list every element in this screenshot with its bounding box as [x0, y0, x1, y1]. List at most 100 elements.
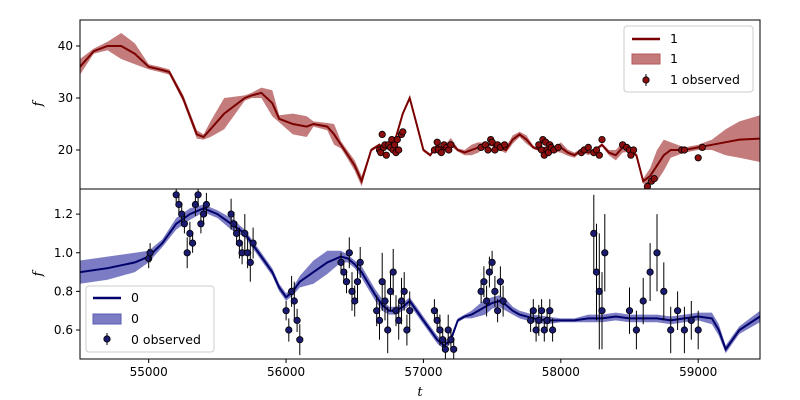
bottom-observed-point — [290, 297, 298, 305]
bottom-observed-point — [450, 345, 458, 353]
top-observed-point — [595, 151, 603, 159]
bot-y-tick-label: 0.8 — [54, 284, 73, 298]
top-legend-band-label: 1 — [670, 51, 678, 66]
bottom-observed-point — [598, 307, 606, 315]
top-observed-point — [447, 141, 455, 149]
top-observed-point — [598, 136, 606, 144]
top-observed-point — [554, 143, 562, 151]
bottom-observed-point — [202, 200, 210, 209]
bot-x-tick-label: 58000 — [542, 365, 580, 379]
bottom-observed-point — [496, 278, 504, 286]
bottom-legend-band-label: 0 — [131, 311, 139, 326]
top-y-axis: 20 30 40 — [58, 39, 80, 157]
bot-x-tick-label: 57000 — [404, 365, 442, 379]
top-observed-point — [694, 154, 702, 162]
bottom-observed-point — [546, 307, 554, 315]
bottom-observed-point — [395, 316, 403, 324]
bottom-observed-point — [673, 307, 682, 315]
bottom-legend-box — [85, 285, 215, 353]
bottom-observed-point — [646, 268, 654, 276]
bottom-observed-point — [356, 258, 364, 266]
bottom-legend-point-swatch — [103, 335, 111, 343]
top-legend-points-label: 1 observed — [670, 72, 740, 87]
bot-x-tick-label: 56000 — [267, 365, 305, 379]
bottom-observed-point — [499, 297, 507, 305]
bottom-x-axis-label: t — [417, 385, 423, 400]
bottom-observed-point — [241, 229, 249, 237]
bottom-observed-point — [146, 249, 154, 257]
bottom-observed-point — [353, 278, 362, 286]
bottom-observed-point — [403, 326, 411, 334]
bottom-observed-point — [537, 307, 546, 315]
bottom-observed-points — [145, 189, 702, 359]
bottom-legend-band-swatch — [92, 313, 122, 325]
bottom-observed-point — [389, 268, 397, 276]
top-y-axis-label: f — [31, 99, 46, 107]
bottom-observed-point — [632, 326, 641, 334]
top-legend: 1 1 1 observed — [623, 25, 754, 93]
bottom-observed-point — [183, 249, 191, 257]
bottom-observed-point — [400, 287, 408, 295]
top-y-tick-label: 20 — [58, 143, 73, 157]
top-y-tick-label: 30 — [58, 91, 73, 105]
bottom-observed-point — [175, 200, 183, 209]
bottom-observed-point — [296, 336, 304, 344]
bottom-observed-point — [337, 258, 345, 266]
bottom-observed-point — [548, 326, 557, 334]
bottom-observed-point — [660, 287, 668, 295]
bottom-observed-point — [680, 326, 689, 334]
bottom-observed-point — [480, 278, 488, 286]
bottom-observed-point — [625, 307, 634, 315]
top-legend-line-label: 1 — [670, 31, 678, 46]
bottom-observed-point — [488, 258, 496, 266]
top-observed-point — [500, 141, 509, 149]
bot-x-tick-label: 55000 — [130, 365, 168, 379]
bottom-observed-point — [285, 326, 293, 334]
bottom-observed-point — [477, 287, 485, 295]
bot-y-tick-label: 0.6 — [54, 323, 73, 337]
top-observed-point — [650, 175, 658, 183]
bottom-observed-point — [373, 307, 381, 315]
bottom-observed-point — [293, 316, 301, 324]
bottom-observed-point — [687, 316, 695, 324]
top-legend-box — [623, 25, 754, 93]
bottom-observed-point — [694, 326, 702, 334]
bottom-observed-point — [227, 210, 235, 218]
bottom-observed-point — [592, 268, 601, 276]
top-observed-point — [643, 182, 651, 189]
bottom-observed-point — [667, 326, 675, 334]
bottom-observed-point — [233, 229, 241, 237]
bottom-observed-point — [342, 278, 351, 286]
bottom-observed-point — [653, 249, 661, 257]
bottom-legend-points-label: 0 observed — [131, 332, 201, 347]
bottom-observed-point — [639, 297, 647, 305]
bottom-observed-point — [351, 297, 359, 305]
top-observed-point — [584, 143, 592, 151]
bottom-observed-point — [406, 307, 414, 315]
top-observed-point — [484, 146, 492, 154]
bottom-observed-point — [194, 191, 202, 199]
bottom-observed-point — [249, 239, 257, 247]
bot-y-tick-label: 1.0 — [54, 246, 73, 260]
top-observed-points — [375, 128, 706, 189]
bottom-observed-point — [436, 326, 444, 334]
bottom-observed-point — [200, 210, 208, 218]
bottom-observed-point — [189, 239, 197, 247]
top-legend-point-swatch — [642, 76, 650, 84]
bottom-observed-point — [345, 249, 353, 257]
bottom-legend: 0 0 0 observed — [85, 285, 215, 353]
bottom-y-axis-label: f — [31, 269, 46, 277]
top-observed-point — [698, 143, 706, 151]
bottom-observed-point — [482, 297, 491, 305]
bottom-observed-point — [246, 258, 254, 266]
top-observed-point — [629, 146, 638, 154]
bottom-observed-point — [441, 345, 449, 353]
bottom-observed-point — [540, 326, 548, 334]
bottom-plot-frame — [79, 188, 761, 360]
top-observed-point — [395, 146, 403, 154]
top-observed-point — [399, 128, 407, 136]
bottom-observed-point — [491, 287, 499, 295]
top-observed-point — [433, 138, 441, 146]
bottom-panel: 0.6 0.8 1.0 1.2 55000 56000 57000 58000 59000 f… — [31, 188, 761, 400]
